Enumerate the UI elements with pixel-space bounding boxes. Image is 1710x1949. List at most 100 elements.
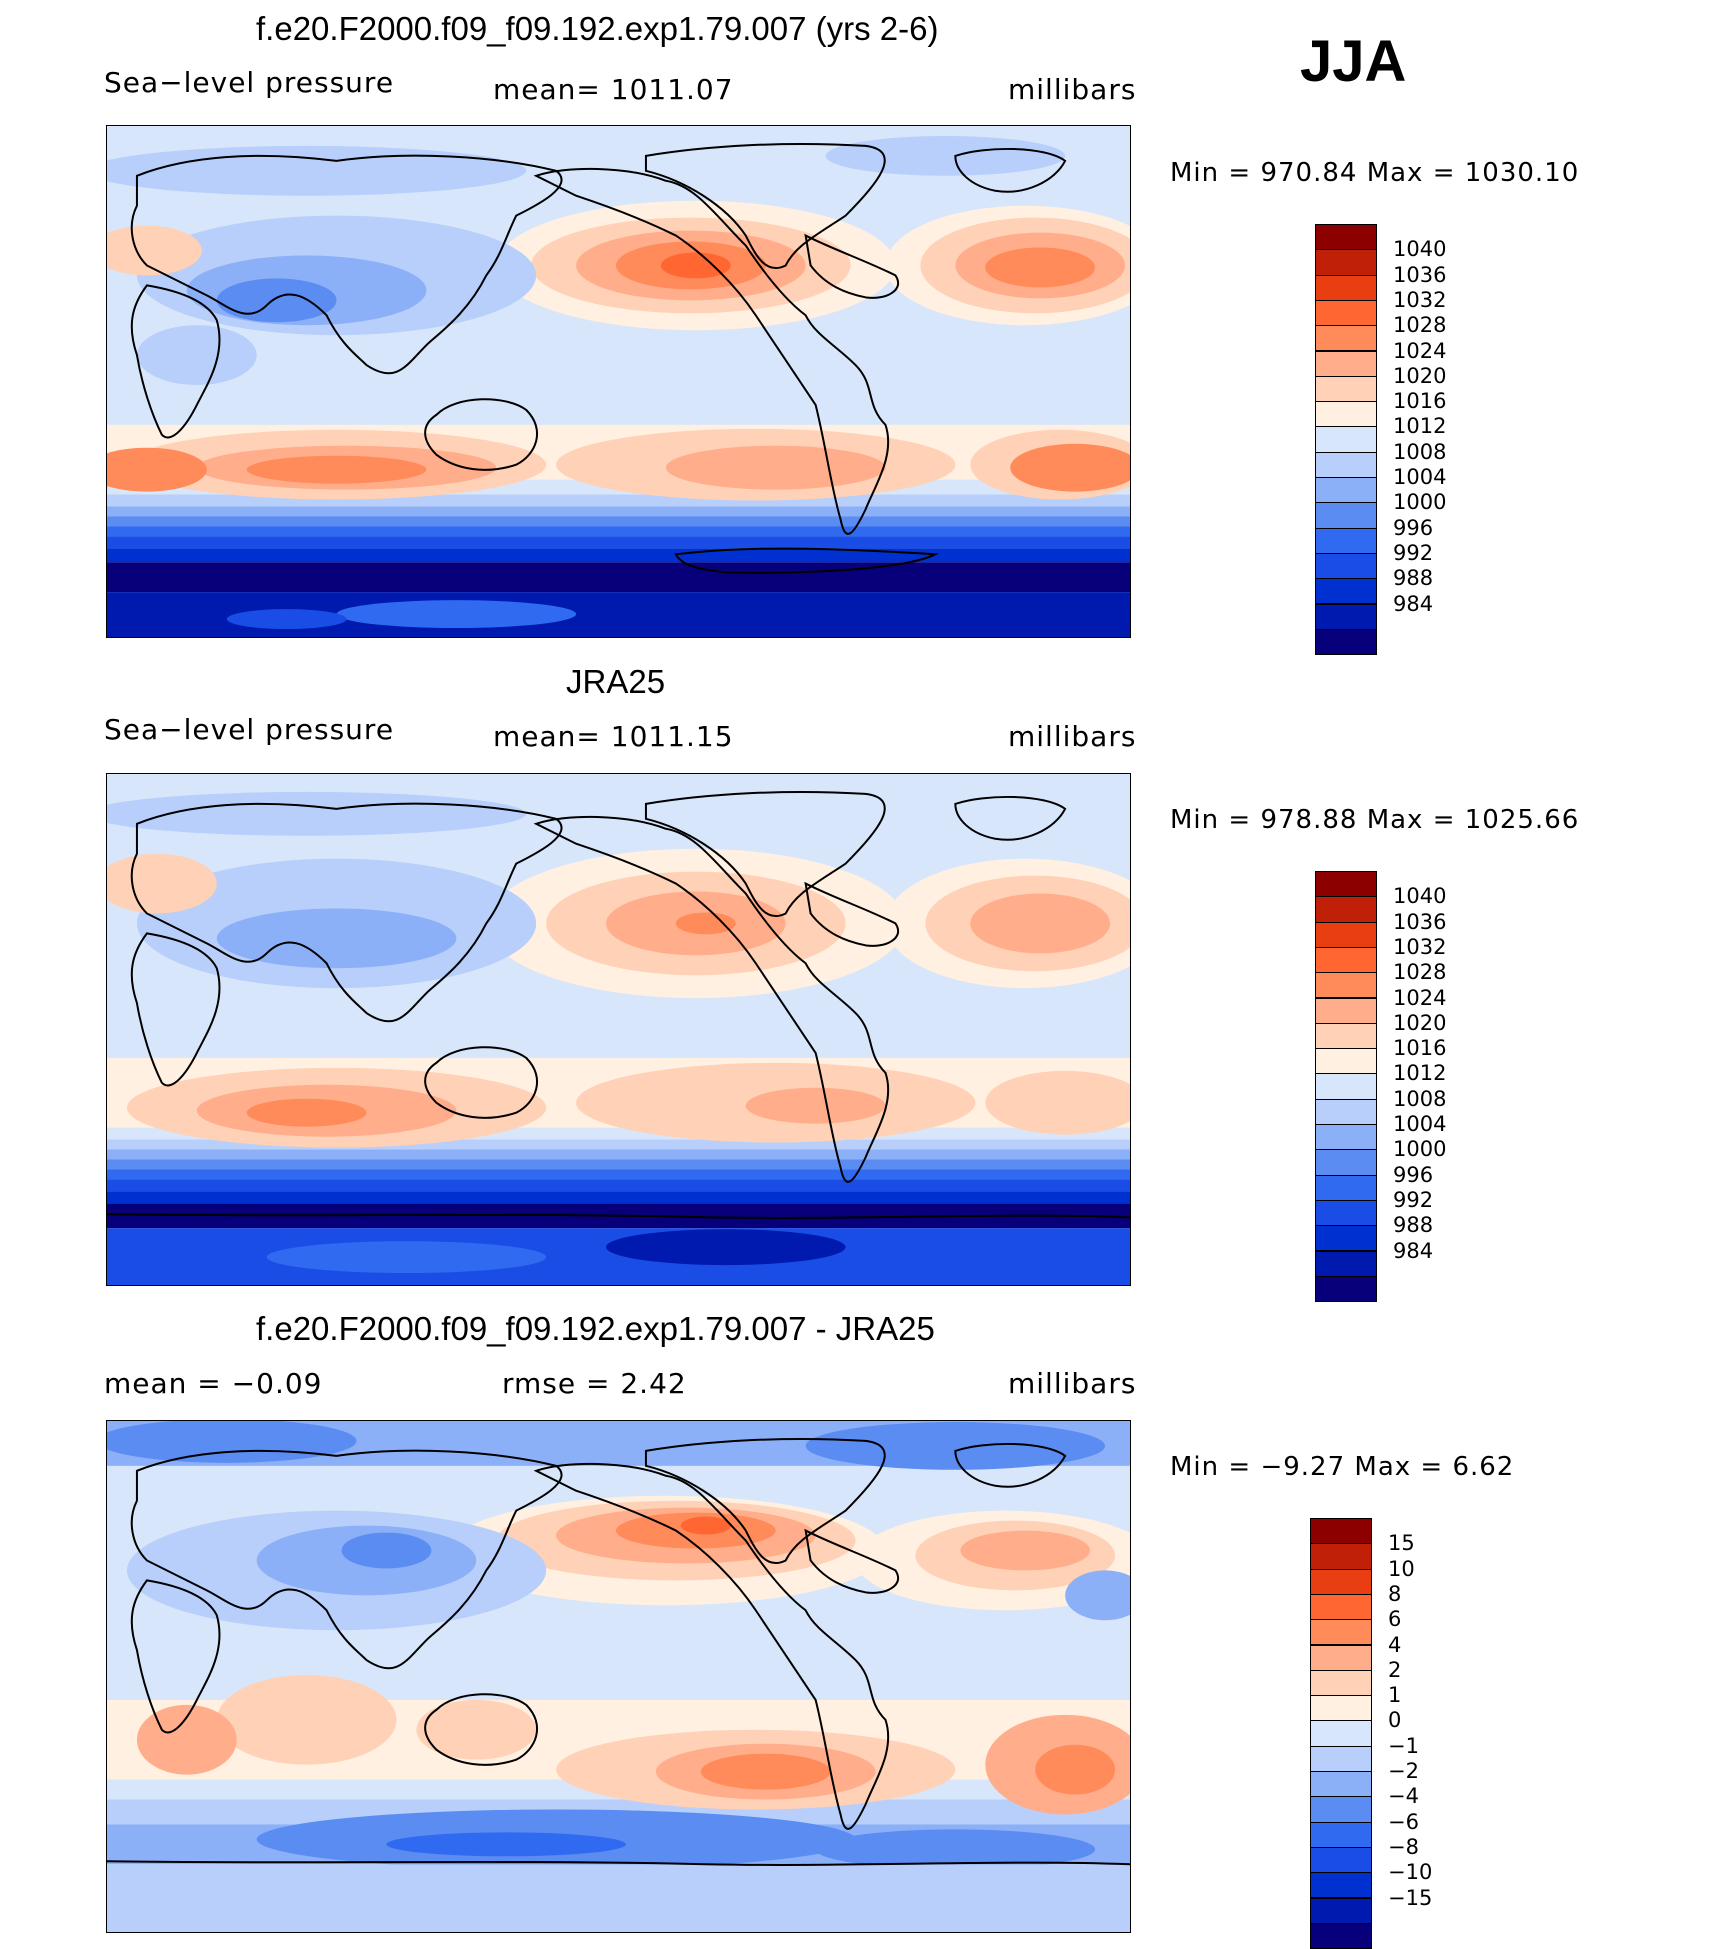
colorbar-tick-label: 1016 [1393,1036,1447,1061]
colorbar-tick-label: 1020 [1393,1010,1447,1035]
colorbar-swatch [1310,1543,1372,1570]
colorbar-swatch [1310,1796,1372,1823]
colorbar-tick-label: −1 [1388,1733,1419,1758]
colorbar-swatch [1315,921,1377,948]
colorbar-swatch [1315,1073,1377,1100]
colorbar-swatch [1315,628,1377,656]
panel-2-units-label: millibars [1008,720,1137,753]
colorbar-tick-label: 15 [1388,1531,1415,1556]
colorbar-swatch [1310,1922,1372,1949]
colorbar-tick-label: 6 [1388,1607,1402,1632]
season-label: JJA [1300,29,1407,94]
colorbar-tick-label: 1040 [1393,237,1447,262]
panel-3-rmse-label: rmse = 2.42 [502,1367,687,1400]
colorbar-swatch [1310,1846,1372,1874]
colorbar-tick-label: 1024 [1393,338,1447,363]
panel-1-map [106,125,1131,638]
panel-1-field [107,126,1130,637]
colorbar-swatch [1315,972,1377,999]
colorbar-tick-label: 1036 [1393,262,1447,287]
colorbar-tick-label: 1028 [1393,313,1447,338]
colorbar-tick-label: −8 [1388,1834,1419,1859]
panel-1-minmax: Min = 970.84 Max = 1030.10 [1170,158,1580,188]
colorbar-tick-label: 992 [1393,540,1434,565]
panel-1-variable-label: Sea−level pressure [104,66,395,99]
colorbar-tick-label: 1000 [1393,1137,1447,1162]
colorbar-tick-label: −15 [1388,1885,1433,1910]
colorbar-swatch [1310,1745,1372,1772]
colorbar-tick-label: −2 [1388,1759,1419,1783]
colorbar-swatch [1310,1518,1372,1545]
colorbar-tick-label: 1000 [1393,490,1447,515]
colorbar-tick-label: 1032 [1393,934,1447,959]
colorbar-swatch [1315,477,1377,504]
panel-2-mean-label: mean= 1011.15 [493,720,734,753]
panel-2-title: JRA25 [566,663,666,700]
panel-2-field [107,774,1130,1285]
colorbar-swatch [1315,997,1377,1024]
panel-2-minmax: Min = 978.88 Max = 1025.66 [1170,805,1580,835]
colorbar-swatch [1310,1821,1372,1848]
colorbar-tick-label: 1036 [1393,909,1447,934]
colorbar-swatch [1315,451,1377,478]
colorbar-swatch [1315,401,1377,428]
colorbar-tick-label: 1 [1388,1683,1402,1708]
panel-2-coastlines [107,790,1130,1219]
colorbar-tick-label: 1028 [1393,960,1447,985]
colorbar-tick-label: 996 [1393,515,1434,540]
colorbar-swatch [1310,1669,1372,1697]
colorbar-swatch [1315,1225,1377,1252]
colorbar-tick-label: 1008 [1393,1086,1447,1111]
colorbar-swatch [1315,1048,1377,1075]
colorbar-tick-label: −10 [1388,1860,1433,1885]
colorbar-swatch [1315,946,1377,974]
panel-3-field [107,1421,1130,1932]
panel-2-map [106,773,1131,1286]
panel-3-map [106,1420,1131,1933]
colorbar-tick-label: 984 [1393,591,1434,616]
colorbar-swatch [1310,1593,1372,1621]
colorbar-swatch [1315,1250,1377,1277]
panel-3-mean-label: mean = −0.09 [104,1367,323,1400]
colorbar-tick-label: 8 [1388,1581,1402,1606]
colorbar-swatch [1310,1720,1372,1747]
colorbar-swatch [1310,1771,1372,1798]
colorbar-swatch [1310,1695,1372,1722]
colorbar-tick-label: 1040 [1393,884,1447,909]
panel-1-mean-label: mean= 1011.07 [493,73,734,106]
panel-3-units-label: millibars [1008,1367,1137,1400]
colorbar-tick-label: 1032 [1393,287,1447,312]
colorbar-swatch [1310,1568,1372,1595]
colorbar-swatch [1315,274,1377,301]
colorbar-swatch [1315,426,1377,453]
colorbar-tick-label: 1024 [1393,985,1447,1010]
colorbar-swatch [1315,350,1377,377]
panel-2-variable-label: Sea−level pressure [104,713,395,746]
colorbar-swatch [1310,1644,1372,1671]
colorbar-swatch [1315,325,1377,352]
colorbar-tick-label: 1012 [1393,1061,1447,1086]
colorbar-tick-label: 1012 [1393,414,1447,439]
colorbar-swatch [1310,1619,1372,1646]
colorbar-tick-label: −6 [1388,1809,1419,1834]
colorbar-swatch [1315,1149,1377,1176]
panel-3-title: f.e20.F2000.f09_f09.192.exp1.79.007 - JR… [256,1310,935,1347]
colorbar-tick-label: 1004 [1393,1112,1447,1136]
colorbar-tick-label: 1004 [1393,465,1447,489]
colorbar-tick-label: 988 [1393,566,1434,591]
colorbar-tick-label: 4 [1388,1632,1402,1657]
colorbar-tick-label: 984 [1393,1238,1434,1263]
colorbar-swatch [1315,1022,1377,1050]
colorbar-swatch [1315,1124,1377,1151]
panel-1-title: f.e20.F2000.f09_f09.192.exp1.79.007 (yrs… [256,10,939,47]
colorbar-swatch [1315,224,1377,251]
colorbar-tick-label: 1008 [1393,439,1447,464]
panel-1-units-label: millibars [1008,73,1137,106]
colorbar-tick-label: 1016 [1393,389,1447,414]
colorbar-swatch [1315,299,1377,327]
colorbar-tick-label: 1020 [1393,363,1447,388]
colorbar-swatch [1310,1872,1372,1899]
colorbar-swatch [1315,249,1377,276]
colorbar-swatch [1315,896,1377,923]
colorbar-tick-label: 988 [1393,1213,1434,1238]
